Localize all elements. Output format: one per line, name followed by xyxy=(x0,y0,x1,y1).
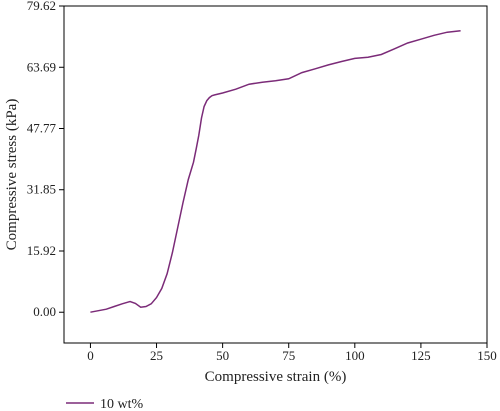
series-line-10wt xyxy=(90,29,461,313)
plot-frame xyxy=(63,5,488,344)
y-tick-label: 31.85 xyxy=(27,182,56,197)
x-tick-label: 150 xyxy=(477,348,497,363)
x-tick-label: 50 xyxy=(216,348,229,363)
y-axis: 0.00 15.92 31.85 47.77 63.69 79.62 xyxy=(27,0,64,319)
x-axis: 0 25 50 75 100 125 150 xyxy=(87,343,497,363)
legend-label-10wt: 10 wt% xyxy=(100,397,144,411)
x-tick-label: 25 xyxy=(150,348,163,363)
x-axis-title: Compressive strain (%) xyxy=(205,369,347,385)
y-tick-label: 47.77 xyxy=(27,121,57,136)
x-tick-label: 100 xyxy=(345,348,365,363)
x-tick-label: 75 xyxy=(282,348,295,363)
x-tick-label: 125 xyxy=(411,348,431,363)
y-axis-title: Compressive stress (kPa) xyxy=(4,99,20,251)
y-tick-label: 63.69 xyxy=(27,59,56,74)
y-tick-label: 15.92 xyxy=(27,243,56,258)
y-tick-label: 0.00 xyxy=(33,304,56,319)
legend: 10 wt% xyxy=(66,397,144,411)
y-tick-label: 79.62 xyxy=(27,0,56,13)
x-tick-label: 0 xyxy=(87,348,94,363)
